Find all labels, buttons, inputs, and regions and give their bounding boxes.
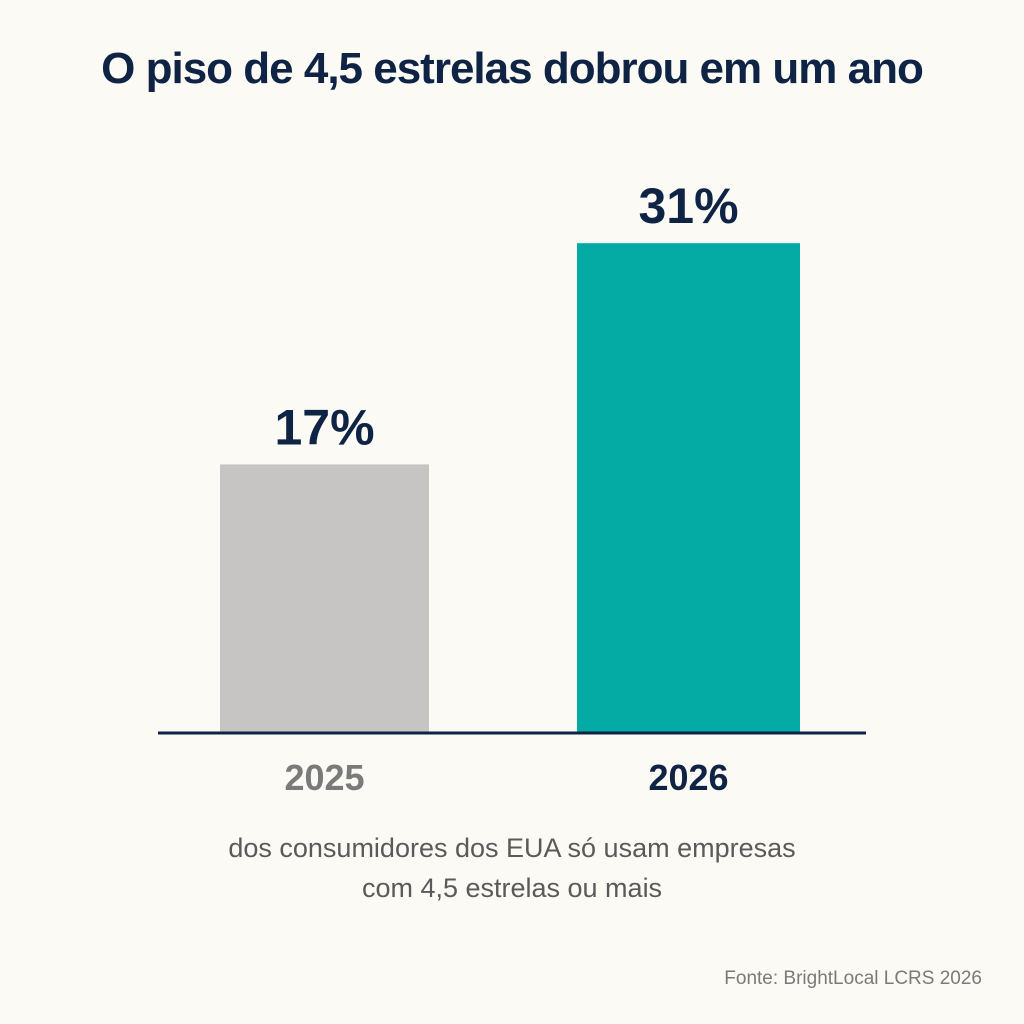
- source-note: Fonte: BrightLocal LCRS 2026: [724, 968, 982, 989]
- tick-label-2025: 2025: [284, 757, 364, 798]
- bars-group: [220, 243, 800, 733]
- value-label-2026: 31%: [638, 178, 738, 234]
- value-labels-group: 17% 31%: [274, 178, 738, 455]
- bar-2026: [577, 243, 800, 733]
- caption-line-2: com 4,5 estrelas ou mais: [361, 873, 663, 903]
- caption-line-1: dos consumidores dos EUA só usam empresa…: [228, 833, 796, 863]
- value-label-2025: 17%: [274, 399, 374, 455]
- chart-title: O piso de 4,5 estrelas dobrou em um ano: [101, 44, 924, 93]
- tick-labels-group: 2025 2026: [284, 757, 728, 798]
- tick-label-2026: 2026: [648, 757, 728, 798]
- chart-caption: dos consumidores dos EUA só usam empresa…: [0, 828, 1024, 908]
- bar-2025: [220, 464, 429, 733]
